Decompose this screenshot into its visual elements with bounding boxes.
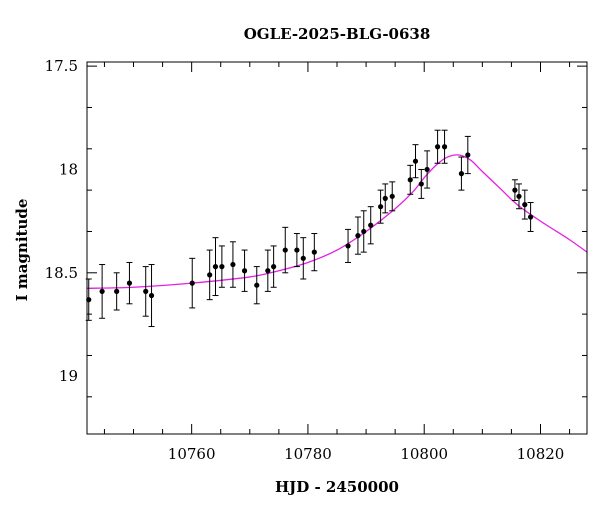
data-point bbox=[424, 150, 431, 189]
point-marker bbox=[254, 282, 260, 288]
point-marker bbox=[418, 181, 424, 187]
data-point bbox=[212, 237, 219, 297]
data-point bbox=[300, 237, 307, 280]
point-marker bbox=[265, 268, 271, 274]
point-marker bbox=[424, 166, 430, 173]
x-tick-label: 10800 bbox=[400, 445, 448, 463]
data-point bbox=[441, 129, 448, 164]
chart-title: OGLE-2025-BLG-0638 bbox=[244, 25, 431, 43]
point-marker bbox=[126, 280, 133, 286]
point-marker bbox=[241, 268, 248, 274]
point-marker bbox=[311, 249, 317, 255]
points-layer bbox=[85, 129, 534, 328]
data-point bbox=[142, 266, 149, 317]
data-point bbox=[293, 233, 300, 268]
point-marker bbox=[355, 233, 361, 239]
data-point bbox=[434, 129, 441, 164]
data-point bbox=[458, 156, 465, 191]
point-marker bbox=[99, 288, 105, 294]
point-marker bbox=[294, 247, 300, 253]
point-marker bbox=[189, 280, 195, 286]
data-point bbox=[360, 210, 367, 253]
point-marker bbox=[148, 292, 155, 299]
point-marker bbox=[207, 272, 213, 278]
point-marker bbox=[230, 261, 236, 268]
x-tick-label: 10760 bbox=[168, 445, 216, 463]
point-marker bbox=[407, 177, 413, 183]
point-marker bbox=[378, 204, 384, 210]
point-marker bbox=[300, 255, 306, 261]
y-tick-label: 19 bbox=[59, 367, 78, 385]
point-marker bbox=[282, 247, 288, 253]
data-point bbox=[377, 189, 384, 224]
y-tick-label: 17.5 bbox=[45, 57, 78, 75]
point-marker bbox=[389, 193, 395, 199]
point-marker bbox=[441, 144, 448, 150]
point-marker bbox=[434, 144, 441, 150]
x-axis-label: HJD - 2450000 bbox=[275, 478, 399, 496]
y-tick-label: 18 bbox=[59, 160, 78, 178]
data-point bbox=[189, 257, 196, 309]
data-point bbox=[241, 249, 248, 292]
data-point bbox=[511, 179, 518, 201]
point-marker bbox=[361, 228, 367, 235]
data-point bbox=[354, 216, 361, 255]
data-point bbox=[264, 249, 271, 292]
y-axis-label: I magnitude bbox=[13, 199, 31, 302]
point-marker bbox=[368, 222, 374, 228]
data-point bbox=[407, 164, 414, 195]
point-marker bbox=[458, 171, 465, 177]
data-point bbox=[229, 241, 236, 288]
data-point bbox=[282, 226, 289, 274]
data-point bbox=[464, 135, 471, 175]
x-tick-label: 10780 bbox=[284, 445, 332, 463]
data-point bbox=[311, 233, 318, 272]
point-marker bbox=[382, 195, 388, 201]
data-point bbox=[367, 206, 374, 245]
model-curve bbox=[86, 154, 588, 289]
data-point bbox=[412, 144, 419, 179]
data-point bbox=[99, 264, 106, 319]
data-point bbox=[218, 245, 225, 288]
point-marker bbox=[114, 288, 120, 294]
data-point bbox=[270, 245, 277, 288]
data-point bbox=[389, 181, 396, 212]
y-tick-label: 18.5 bbox=[45, 264, 78, 282]
point-marker bbox=[522, 202, 528, 208]
data-point bbox=[126, 261, 133, 305]
data-point bbox=[253, 266, 260, 305]
data-point bbox=[515, 183, 522, 210]
point-marker bbox=[512, 187, 518, 193]
data-point bbox=[382, 183, 389, 214]
model-layer bbox=[86, 154, 588, 289]
plot-frame bbox=[86, 61, 588, 435]
point-marker bbox=[465, 152, 471, 158]
point-marker bbox=[528, 214, 534, 220]
point-marker bbox=[219, 264, 225, 270]
point-marker bbox=[516, 193, 522, 199]
data-point bbox=[206, 249, 213, 301]
point-marker bbox=[412, 158, 419, 164]
data-point bbox=[345, 228, 352, 263]
point-marker bbox=[212, 264, 219, 270]
data-point bbox=[418, 168, 425, 199]
point-marker bbox=[143, 288, 149, 294]
point-marker bbox=[345, 243, 351, 249]
point-marker bbox=[271, 264, 277, 270]
x-tick-label: 10820 bbox=[517, 445, 565, 463]
ticks-layer: 10760 10780 10800 10820 17.5 18 18.5 19 bbox=[45, 57, 587, 463]
data-point bbox=[148, 264, 155, 328]
data-point bbox=[527, 202, 534, 232]
data-point bbox=[521, 189, 528, 220]
data-point bbox=[113, 272, 120, 311]
